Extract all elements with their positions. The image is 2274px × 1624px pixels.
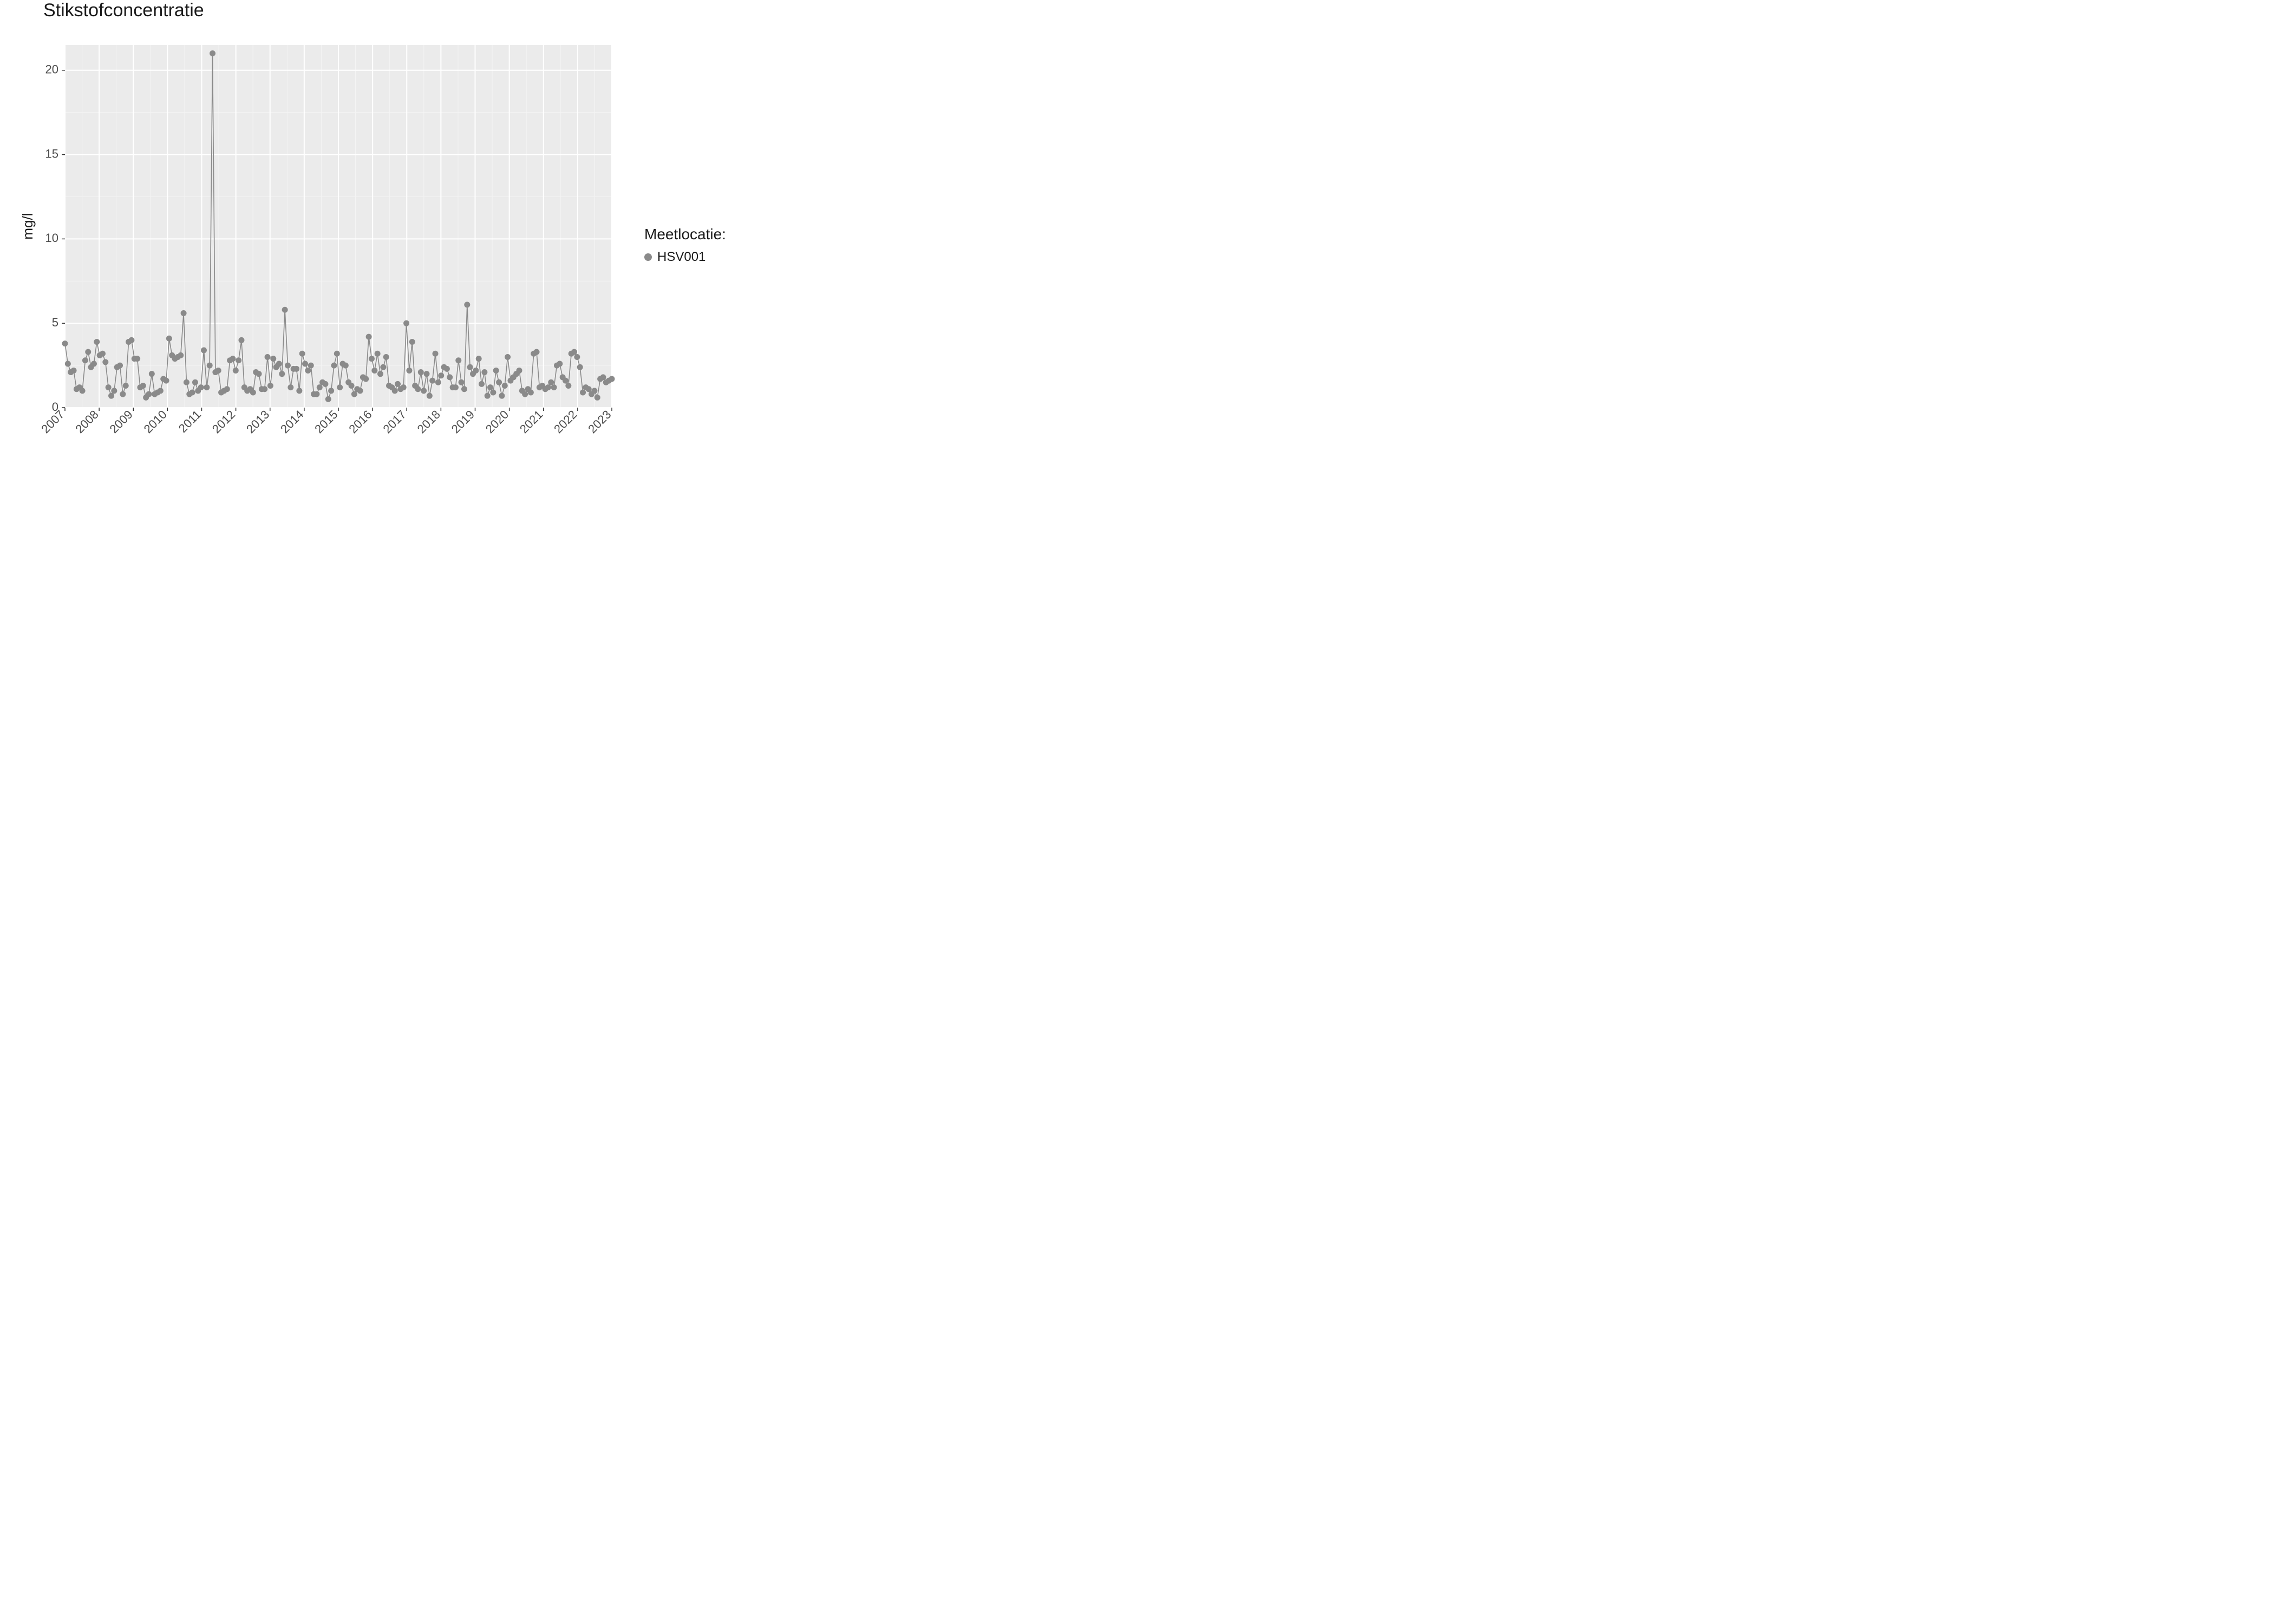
svg-text:2008: 2008: [73, 408, 101, 436]
svg-text:2021: 2021: [517, 408, 545, 436]
svg-text:10: 10: [45, 231, 58, 245]
svg-text:2016: 2016: [346, 408, 374, 436]
svg-text:2014: 2014: [278, 408, 306, 436]
legend-item-label: HSV001: [657, 250, 705, 265]
svg-text:2011: 2011: [176, 408, 204, 435]
chart-container: 0510152020072008200920102011201220132014…: [0, 23, 2274, 467]
legend-title: Meetlocatie:: [644, 226, 726, 243]
svg-text:mg/l: mg/l: [19, 213, 36, 239]
svg-text:2013: 2013: [244, 408, 272, 436]
svg-text:5: 5: [52, 316, 58, 329]
svg-text:2019: 2019: [449, 408, 477, 436]
chart-plot: 0510152020072008200920102011201220132014…: [16, 34, 623, 456]
chart-title: Stikstofconcentratie: [43, 0, 2274, 21]
svg-text:2010: 2010: [141, 408, 169, 436]
svg-text:20: 20: [45, 63, 58, 76]
svg-text:15: 15: [45, 147, 58, 160]
svg-text:2009: 2009: [107, 408, 135, 436]
svg-text:2022: 2022: [551, 408, 579, 436]
svg-text:2020: 2020: [483, 408, 511, 436]
svg-text:2017: 2017: [380, 408, 408, 436]
legend: Meetlocatie: HSV001: [644, 226, 726, 265]
legend-item: HSV001: [644, 250, 726, 265]
svg-text:2012: 2012: [210, 408, 238, 436]
svg-text:2023: 2023: [585, 408, 613, 436]
svg-text:2018: 2018: [415, 408, 443, 436]
svg-text:2007: 2007: [38, 408, 67, 436]
legend-marker-icon: [644, 253, 652, 261]
svg-text:2015: 2015: [312, 408, 340, 436]
